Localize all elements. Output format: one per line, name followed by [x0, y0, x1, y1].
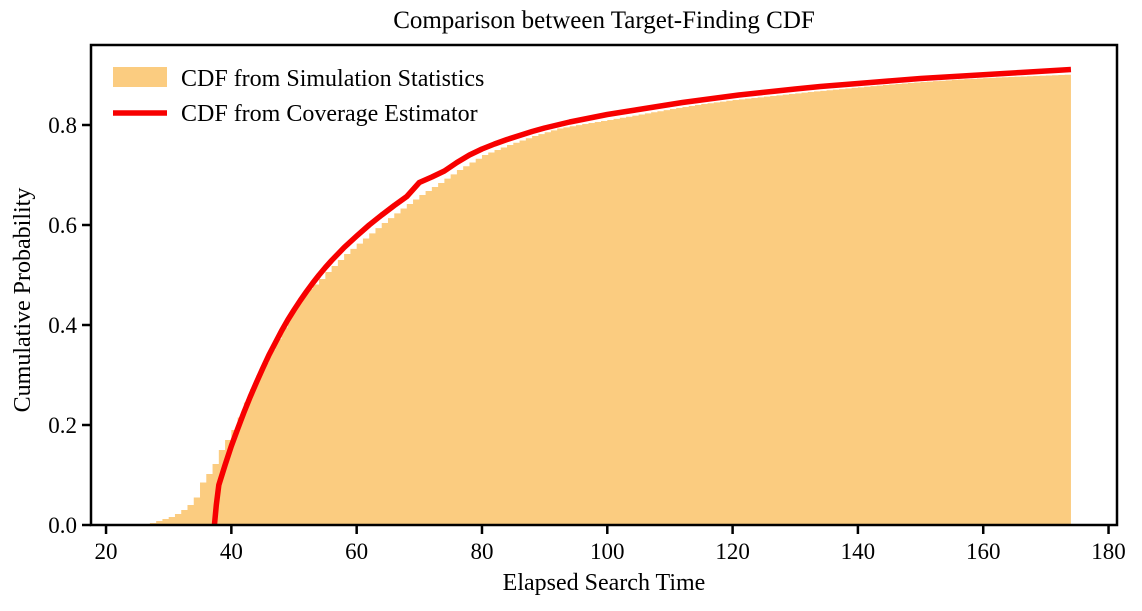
- x-axis-ticks: 20 40 60 80 100 120 140 160 180: [95, 525, 1126, 564]
- estimator-cdf-line: [211, 66, 1072, 525]
- legend: CDF from Simulation Statistics CDF from …: [113, 66, 484, 127]
- y-tick-label: 0.8: [48, 113, 77, 138]
- x-tick-label: 20: [95, 539, 118, 564]
- legend-label-estimator: CDF from Coverage Estimator: [181, 101, 478, 127]
- y-tick-label: 0.4: [48, 313, 77, 338]
- x-tick-label: 60: [345, 539, 368, 564]
- x-tick-label: 160: [966, 539, 1001, 564]
- plot-frame: [89, 43, 1119, 527]
- x-axis-label: Elapsed Search Time: [503, 570, 706, 596]
- x-tick-label: 80: [470, 539, 493, 564]
- x-tick-label: 40: [220, 539, 243, 564]
- y-axis-label: Cumulative Probability: [10, 188, 36, 413]
- simulation-cdf-area: [143, 74, 1071, 525]
- legend-swatch-simulation: [113, 67, 167, 87]
- y-tick-label: 0.6: [48, 213, 77, 238]
- x-tick-label: 120: [715, 539, 750, 564]
- x-tick-label: 140: [841, 539, 876, 564]
- y-tick-label: 0.2: [48, 413, 77, 438]
- x-tick-label: 100: [590, 539, 625, 564]
- chart-title: Comparison between Target-Finding CDF: [393, 7, 815, 34]
- y-axis-ticks: 0.0 0.2 0.4 0.6 0.8: [48, 113, 91, 538]
- x-tick-label: 180: [1091, 539, 1126, 564]
- y-tick-label: 0.0: [48, 513, 77, 538]
- legend-label-simulation: CDF from Simulation Statistics: [181, 66, 484, 92]
